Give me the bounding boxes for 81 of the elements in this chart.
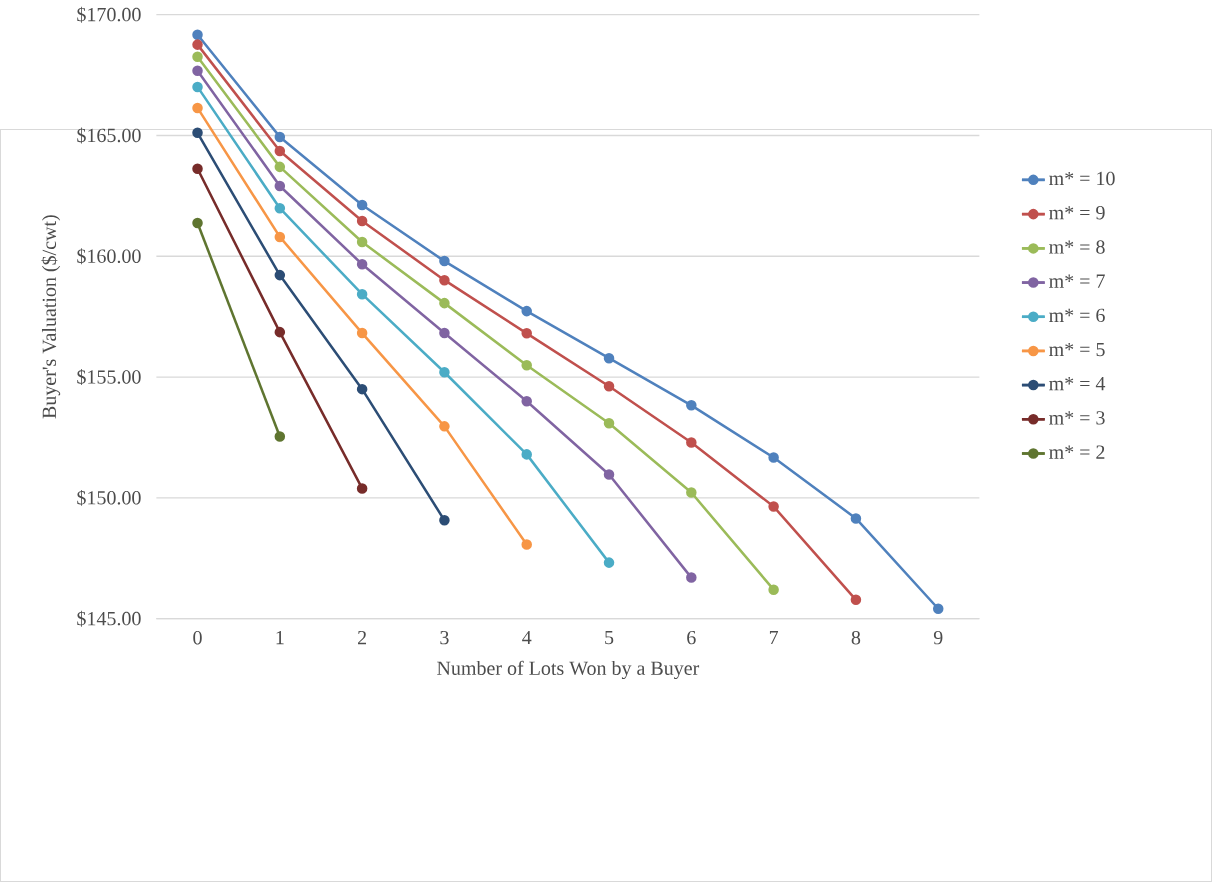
y-tick-label: $160.00 [77,248,141,265]
point [603,557,615,568]
point [192,127,203,139]
legend-label: m* = 5 [1049,342,1105,357]
y-tick-label: $150.00 [77,489,141,506]
x-tick-label: 5 [605,630,614,645]
point [521,328,532,339]
point [439,366,450,378]
x-tick-label: 6 [687,630,696,645]
point [850,594,862,606]
point [192,39,203,50]
point [932,603,944,615]
legend-label: m* = 8 [1049,240,1105,254]
point [686,400,697,411]
point [521,359,532,371]
point [274,145,286,157]
x-tick-label: 4 [522,630,532,645]
point [686,572,697,583]
point [521,449,532,460]
x-axis-title: Number of Lots Won by a Buyer [437,660,700,680]
point [356,236,368,248]
point [192,65,203,76]
point [192,102,203,114]
legend-label: m* = 6 [1049,308,1105,323]
point [274,202,286,214]
legend-label: m* = 9 [1049,206,1105,220]
point [850,513,862,524]
point [356,383,368,395]
point [768,452,779,463]
point [603,469,615,480]
legend-label: m* = 4 [1049,376,1106,391]
x-tick-label: 0 [193,630,202,645]
x-tick-label: 8 [851,630,861,645]
point [686,437,697,448]
y-tick-label: $155.00 [77,369,141,386]
point [274,431,286,442]
point [439,327,450,339]
point [439,515,450,526]
x-tick-label: 3 [440,630,449,645]
point [356,327,368,339]
point [274,180,286,192]
point [192,51,203,62]
point [274,269,286,281]
legend-label: m* = 2 [1049,445,1105,459]
x-tick-label: 9 [933,630,943,645]
point [192,81,203,93]
point [521,305,532,317]
y-tick-label: $165.00 [77,127,141,144]
x-tick-label: 2 [358,630,367,645]
y-tick-label: $145.00 [77,610,141,627]
point [521,395,532,407]
legend-label: m* = 7 [1049,274,1105,288]
point [356,215,368,227]
point [274,231,286,243]
x-tick-label: 7 [769,630,779,645]
point [356,483,368,494]
point [439,421,450,432]
y-tick-label: $170.00 [77,6,141,23]
point [439,274,450,286]
point [686,487,697,498]
point [603,380,615,392]
legend-label: m* = 10 [1049,171,1115,186]
point [603,352,615,364]
point [274,161,286,173]
point [439,297,450,309]
point [768,501,779,512]
point [192,217,203,229]
point [356,258,368,270]
point [439,255,450,267]
y-axis-title: Buyer's Valuation ($/cwt) [41,215,61,419]
point [356,199,368,211]
point [356,288,368,300]
point [274,131,286,143]
point [603,417,615,429]
point [192,163,203,175]
point [521,539,532,550]
x-tick-label: 1 [276,630,284,645]
point [274,326,286,338]
legend-label: m* = 3 [1049,411,1105,425]
point [768,584,779,595]
point [192,29,203,40]
